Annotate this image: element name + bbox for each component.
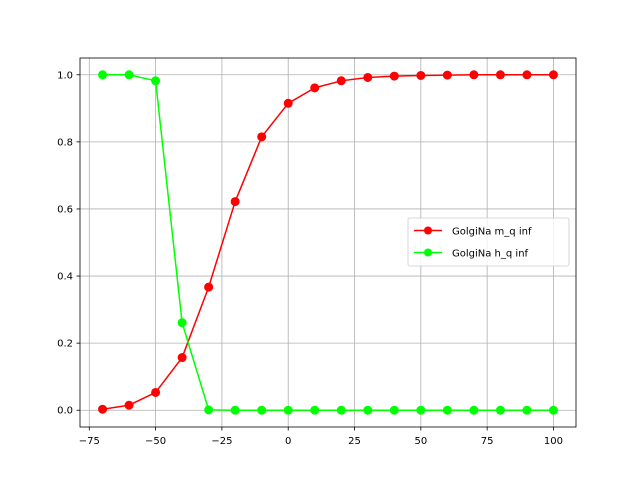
legend-label: GolgiNa h_q inf [452, 249, 529, 260]
plot-series [98, 70, 558, 415]
x-tick-label: −75 [79, 436, 100, 447]
data-point [283, 405, 293, 415]
data-point [283, 98, 293, 108]
data-point [124, 70, 134, 80]
data-point [98, 404, 108, 414]
data-point [257, 405, 267, 415]
x-tick-label: 25 [348, 436, 361, 447]
data-point [389, 405, 399, 415]
y-tick-label: 0.4 [57, 272, 73, 283]
x-tick-label: 0 [285, 436, 291, 447]
y-tick-label: 0.2 [57, 339, 73, 350]
legend-marker [424, 226, 432, 235]
data-point [151, 76, 161, 86]
data-point [548, 70, 558, 80]
series-0 [98, 70, 558, 414]
y-tick-label: 0.8 [57, 137, 73, 148]
data-point [363, 405, 373, 415]
data-point [177, 318, 187, 328]
x-tick-label: 75 [481, 436, 494, 447]
data-point [336, 405, 346, 415]
data-point [548, 405, 558, 415]
data-point [495, 405, 505, 415]
data-point [204, 282, 214, 292]
axis-ticks: −75 −50 −25 0 25 50 75 100 0.0 0.2 0.4 0.6 0.8 1.0 [57, 70, 563, 447]
data-point [230, 405, 240, 415]
data-point [522, 70, 532, 80]
x-tick-label: −50 [145, 436, 166, 447]
data-point [336, 76, 346, 86]
data-point [310, 83, 320, 93]
data-point [442, 70, 452, 80]
data-point [442, 405, 452, 415]
y-tick-label: 1.0 [57, 70, 73, 81]
series-1 [98, 70, 558, 415]
x-tick-label: −25 [211, 436, 232, 447]
legend: GolgiNa m_q inf GolgiNa h_q inf [407, 217, 570, 267]
data-point [495, 70, 505, 80]
data-point [230, 197, 240, 207]
x-tick-label: 100 [544, 436, 563, 447]
data-point [416, 70, 426, 80]
data-point [522, 405, 532, 415]
data-point [469, 405, 479, 415]
legend-box [407, 217, 570, 267]
legend-label: GolgiNa m_q inf [452, 227, 532, 238]
data-point [151, 387, 161, 397]
legend-item: GolgiNa h_q inf [414, 248, 529, 260]
data-point [363, 72, 373, 82]
y-tick-label: 0.6 [57, 204, 73, 215]
plot-frame [79, 57, 577, 428]
data-point [204, 405, 214, 415]
data-point [469, 70, 479, 80]
data-point [124, 400, 134, 410]
legend-marker [424, 248, 432, 257]
data-point [416, 405, 426, 415]
data-point [98, 70, 108, 80]
data-point [389, 71, 399, 81]
data-point [177, 353, 187, 363]
y-tick-label: 0.0 [57, 406, 73, 417]
legend-item: GolgiNa m_q inf [414, 226, 532, 238]
data-point [257, 132, 267, 142]
x-tick-label: 50 [414, 436, 427, 447]
data-point [310, 405, 320, 415]
